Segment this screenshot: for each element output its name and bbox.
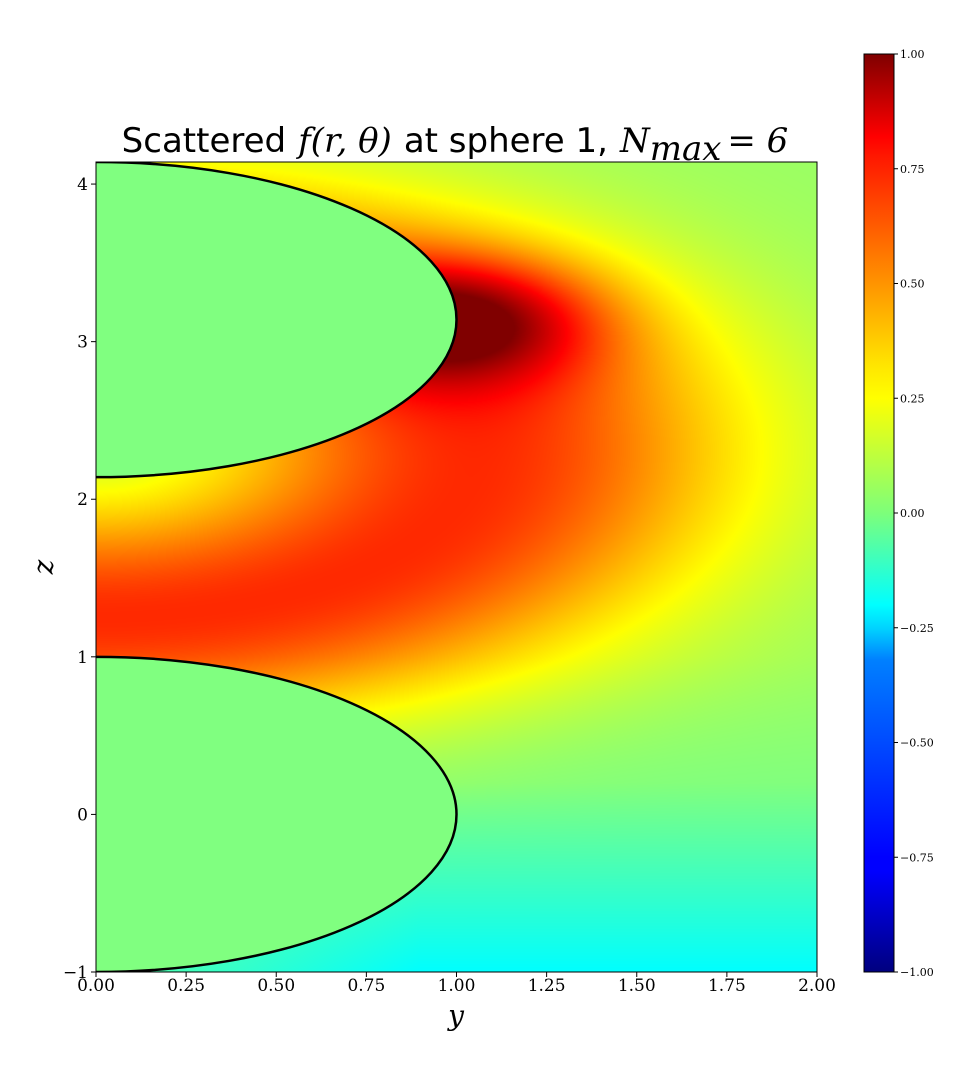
x-tick-label: 1.00 — [438, 976, 476, 996]
sphere-outline-2 — [96, 162, 458, 479]
heatmap-area — [96, 162, 817, 972]
x-tick-label: 1.50 — [618, 976, 656, 996]
y-tick-label: 2 — [77, 490, 88, 510]
colorbar-tick-label: 0.00 — [900, 507, 925, 520]
y-tick-label: 4 — [77, 175, 88, 195]
colorbar-tick-label: 1.00 — [900, 48, 925, 61]
x-tick-label: 0.50 — [257, 976, 295, 996]
sphere-outlines — [96, 162, 458, 972]
x-tick-label: 1.25 — [528, 976, 566, 996]
y-tick-label: 1 — [77, 648, 88, 668]
title-n-value: = 6 — [727, 121, 788, 161]
colorbar-tick-label: −0.50 — [900, 737, 934, 750]
colorbar-tick-label: 0.25 — [900, 392, 925, 405]
title-text: Scattered — [122, 121, 286, 161]
title-middle: at sphere 1, — [404, 121, 608, 161]
x-tick-label: 0.25 — [167, 976, 205, 996]
x-tick-label: 2.00 — [798, 976, 836, 996]
sphere-outline-1 — [96, 655, 458, 972]
y-tick-label: 0 — [77, 805, 88, 825]
title-n: N — [619, 121, 651, 161]
y-tick-label: −1 — [63, 963, 88, 983]
colorbar-tick-label: −0.25 — [900, 622, 934, 635]
colorbar-tick-label: −0.75 — [900, 851, 934, 864]
y-axis-ticks: −1 0 1 2 3 4 — [63, 175, 96, 983]
colorbar-ticks: −1.00 −0.75 −0.50 −0.25 0.00 0.25 0.50 0.75 1.00 — [894, 48, 934, 979]
x-tick-label: 0.00 — [77, 976, 115, 996]
colorbar — [864, 54, 894, 972]
x-tick-label: 0.75 — [347, 976, 385, 996]
colorbar-tick-label: 0.50 — [900, 278, 925, 291]
colorbar-tick-label: −1.00 — [900, 966, 934, 979]
x-axis-ticks: 0.00 0.25 0.50 0.75 1.00 1.25 1.50 1.75 2.00 — [77, 972, 836, 996]
title-function: f(r, θ) — [295, 121, 392, 161]
x-tick-label: 1.75 — [708, 976, 746, 996]
y-tick-label: 3 — [77, 333, 88, 353]
colorbar-tick-label: 0.75 — [900, 163, 925, 176]
x-axis-label: y — [446, 999, 465, 1032]
y-axis-label: z — [27, 559, 60, 575]
